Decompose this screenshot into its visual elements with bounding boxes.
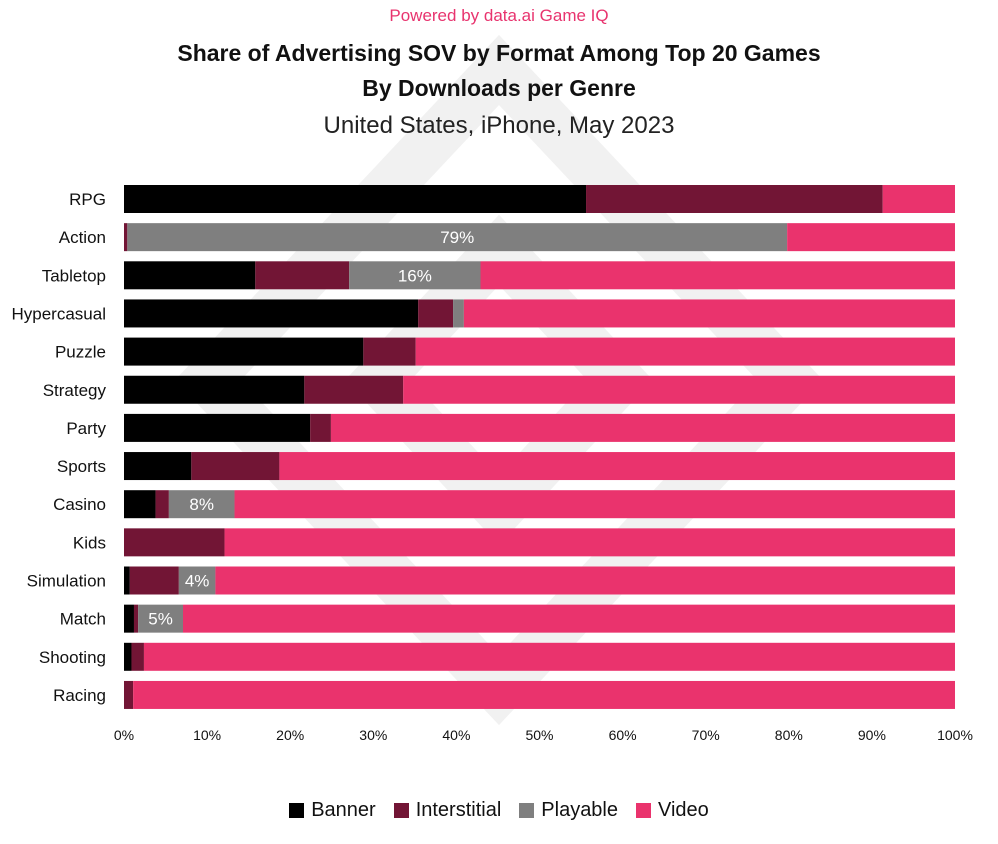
bar-segment-casino-banner bbox=[124, 490, 156, 519]
category-label-casino: Casino bbox=[53, 495, 106, 514]
bar-segment-strategy-video bbox=[403, 375, 955, 404]
bar-segment-casino-interstitial bbox=[155, 490, 169, 519]
x-tick-label: 70% bbox=[692, 727, 720, 743]
bar-segment-strategy-banner bbox=[124, 375, 305, 404]
bar-segment-tabletop-playable bbox=[349, 261, 481, 290]
bar-segment-sports-interstitial bbox=[191, 452, 280, 481]
x-tick-label: 20% bbox=[276, 727, 304, 743]
bar-segment-action-video bbox=[787, 223, 955, 252]
bar-segment-rpg-interstitial bbox=[586, 185, 883, 213]
chart-legend: Banner Interstitial Playable Video bbox=[0, 799, 998, 822]
legend-label-playable: Playable bbox=[541, 799, 618, 821]
bar-segment-racing-video bbox=[133, 680, 956, 709]
bar-segment-casino-playable bbox=[168, 490, 235, 519]
bar-segment-casino-video bbox=[234, 490, 955, 519]
bar-segment-simulation-interstitial bbox=[129, 566, 179, 595]
category-label-action: Action bbox=[59, 228, 106, 247]
bar-segment-hypercasual-interstitial bbox=[418, 299, 454, 328]
category-label-strategy: Strategy bbox=[43, 381, 107, 400]
chart-title-line-1: Share of Advertising SOV by Format Among… bbox=[177, 40, 821, 66]
x-tick-label: 10% bbox=[193, 727, 221, 743]
legend-label-video: Video bbox=[658, 799, 709, 821]
bar-segment-sports-banner bbox=[124, 452, 192, 481]
bar-segment-puzzle-interstitial bbox=[363, 337, 416, 366]
chart-title-line-2: By Downloads per Genre bbox=[362, 75, 636, 101]
bar-segment-match-banner bbox=[124, 604, 134, 633]
legend-swatch-video bbox=[636, 803, 651, 818]
bar-segment-racing-interstitial bbox=[124, 680, 134, 709]
bar-segment-rpg-banner bbox=[124, 185, 587, 213]
bar-segment-match-interstitial bbox=[133, 604, 139, 633]
legend-item-interstitial: Interstitial bbox=[393, 799, 502, 822]
bar-segment-puzzle-video bbox=[415, 337, 955, 366]
x-tick-label: 0% bbox=[114, 727, 134, 743]
category-label-kids: Kids bbox=[73, 533, 106, 552]
x-tick-label: 30% bbox=[359, 727, 387, 743]
category-label-sports: Sports bbox=[57, 457, 106, 476]
bar-segment-strategy-interstitial bbox=[304, 375, 404, 404]
legend-item-banner: Banner bbox=[289, 799, 376, 822]
data-label-action: 79% bbox=[440, 228, 474, 247]
bar-segment-match-video bbox=[183, 604, 956, 633]
legend-item-playable: Playable bbox=[519, 799, 618, 822]
bar-segment-kids-interstitial bbox=[124, 528, 225, 557]
bar-segment-kids-video bbox=[224, 528, 955, 557]
x-tick-label: 100% bbox=[937, 727, 973, 743]
category-label-party: Party bbox=[66, 419, 106, 438]
bar-segment-hypercasual-banner bbox=[124, 299, 419, 328]
bar-segment-tabletop-banner bbox=[124, 261, 256, 290]
bar-segment-simulation-video bbox=[215, 566, 955, 595]
legend-label-interstitial: Interstitial bbox=[415, 799, 502, 821]
bar-segment-rpg-video bbox=[882, 185, 955, 213]
category-label-match: Match bbox=[60, 610, 106, 629]
data-label-casino: 8% bbox=[189, 495, 214, 514]
category-label-racing: Racing bbox=[53, 686, 106, 705]
bar-segment-tabletop-video bbox=[480, 261, 955, 290]
x-tick-label: 80% bbox=[775, 727, 803, 743]
category-label-puzzle: Puzzle bbox=[55, 343, 106, 362]
chart-subtitle: United States, iPhone, May 2023 bbox=[323, 112, 675, 139]
bar-segment-puzzle-banner bbox=[124, 337, 364, 366]
category-label-hypercasual: Hypercasual bbox=[12, 304, 107, 323]
bar-segment-shooting-banner bbox=[124, 642, 132, 671]
category-label-rpg: RPG bbox=[69, 190, 106, 209]
legend-swatch-interstitial bbox=[393, 803, 409, 818]
bar-segment-party-banner bbox=[124, 413, 311, 442]
data-label-match: 5% bbox=[148, 610, 173, 629]
bar-segment-shooting-video bbox=[143, 642, 956, 671]
bar-segment-action-playable bbox=[127, 223, 788, 252]
bar-segment-hypercasual-video bbox=[463, 299, 955, 328]
category-label-shooting: Shooting bbox=[39, 648, 106, 667]
bar-segment-tabletop-interstitial bbox=[255, 261, 350, 290]
data-label-tabletop: 16% bbox=[398, 266, 432, 285]
bar-segment-action-interstitial bbox=[124, 223, 128, 252]
legend-swatch-playable bbox=[519, 803, 535, 818]
legend-label-banner: Banner bbox=[311, 799, 376, 821]
x-tick-label: 40% bbox=[442, 727, 470, 743]
bar-segment-sports-video bbox=[279, 452, 956, 481]
bar-segment-shooting-interstitial bbox=[131, 642, 144, 671]
data-label-simulation: 4% bbox=[185, 572, 210, 591]
bar-segment-party-interstitial bbox=[310, 413, 331, 442]
bar-segment-hypercasual-playable bbox=[453, 299, 464, 328]
bar-segment-party-video bbox=[330, 413, 955, 442]
x-tick-label: 90% bbox=[858, 727, 886, 743]
bar-segment-simulation-banner bbox=[124, 566, 130, 595]
category-label-simulation: Simulation bbox=[27, 572, 106, 591]
legend-swatch-banner bbox=[289, 803, 305, 818]
powered-by-label: Powered by data.ai Game IQ bbox=[389, 6, 609, 25]
legend-item-video: Video bbox=[636, 799, 709, 822]
x-tick-label: 50% bbox=[525, 727, 553, 743]
bar-segment-simulation-playable bbox=[178, 566, 216, 595]
bar-segment-match-playable bbox=[138, 604, 184, 633]
stacked-bar-chart: RPG Action Tabletop Hypercasual Puzzle Strate… bbox=[12, 185, 973, 743]
category-label-tabletop: Tabletop bbox=[42, 266, 106, 285]
x-tick-label: 60% bbox=[609, 727, 637, 743]
